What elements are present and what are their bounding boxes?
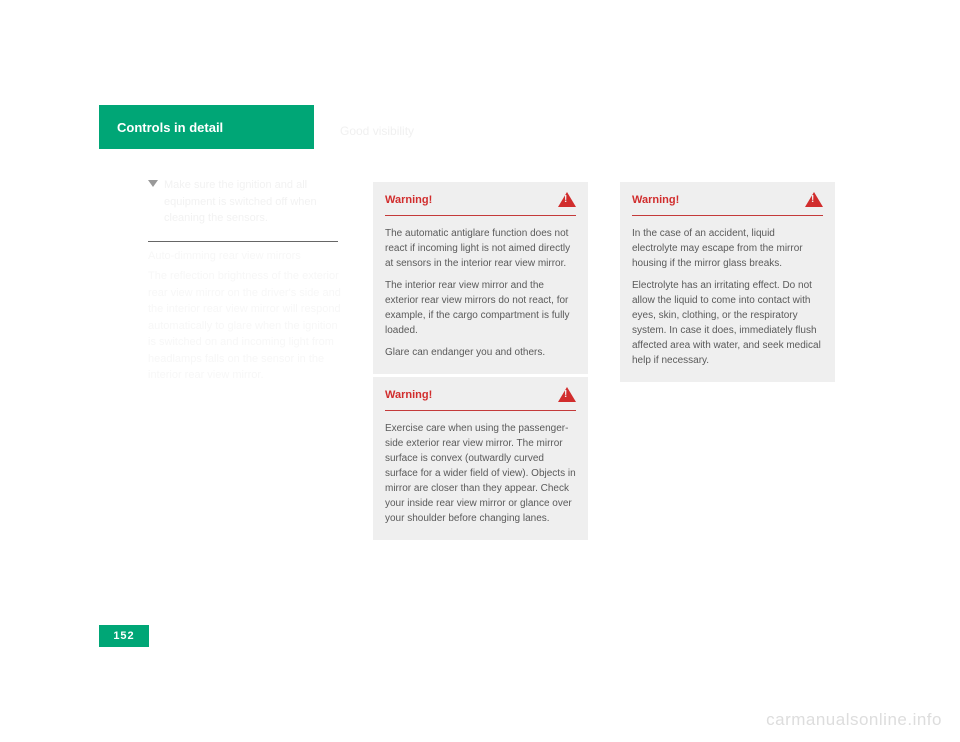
warning-header: Warning! [385, 387, 576, 411]
divider [148, 241, 338, 242]
warning-header: Warning! [632, 192, 823, 216]
manual-page: Controls in detail Good visibility Make … [0, 0, 960, 742]
left-column: Make sure the ignition and all equipment… [148, 177, 348, 384]
warning-body: The automatic antiglare function does no… [385, 226, 576, 360]
step-arrow-icon [148, 180, 158, 187]
warning-paragraph: Electrolyte has an irritating effect. Do… [632, 278, 823, 368]
subsection: Auto-dimming rear view mirrors The refle… [148, 248, 348, 384]
section-tab-label: Controls in detail [117, 120, 223, 135]
warning-paragraph: In the case of an accident, liquid elect… [632, 226, 823, 271]
warning-box-electrolyte: Warning! In the case of an accident, liq… [620, 182, 835, 382]
step-text: Make sure the ignition and all equipment… [164, 177, 348, 227]
section-subtitle: Good visibility [340, 124, 414, 138]
warning-triangle-icon [558, 387, 576, 402]
page-number: 152 [99, 625, 149, 647]
step-row: Make sure the ignition and all equipment… [148, 177, 348, 227]
warning-title: Warning! [632, 194, 679, 206]
warning-body: In the case of an accident, liquid elect… [632, 226, 823, 368]
warning-paragraph: The interior rear view mirror and the ex… [385, 278, 576, 338]
warning-paragraph: The automatic antiglare function does no… [385, 226, 576, 271]
warning-header: Warning! [385, 192, 576, 216]
warning-triangle-icon [805, 192, 823, 207]
subsection-heading: Auto-dimming rear view mirrors [148, 248, 348, 265]
warning-paragraph: Glare can endanger you and others. [385, 345, 576, 360]
subsection-body: The reflection brightness of the exterio… [148, 268, 348, 384]
warning-triangle-icon [558, 192, 576, 207]
warning-title: Warning! [385, 389, 432, 401]
warning-paragraph: Exercise care when using the passenger-s… [385, 421, 576, 526]
section-tab: Controls in detail [99, 105, 314, 149]
watermark: carmanualsonline.info [766, 710, 942, 730]
warning-box-antiglare: Warning! The automatic antiglare functio… [373, 182, 588, 374]
warning-body: Exercise care when using the passenger-s… [385, 421, 576, 526]
warning-title: Warning! [385, 194, 432, 206]
warning-box-convex-mirror: Warning! Exercise care when using the pa… [373, 377, 588, 540]
